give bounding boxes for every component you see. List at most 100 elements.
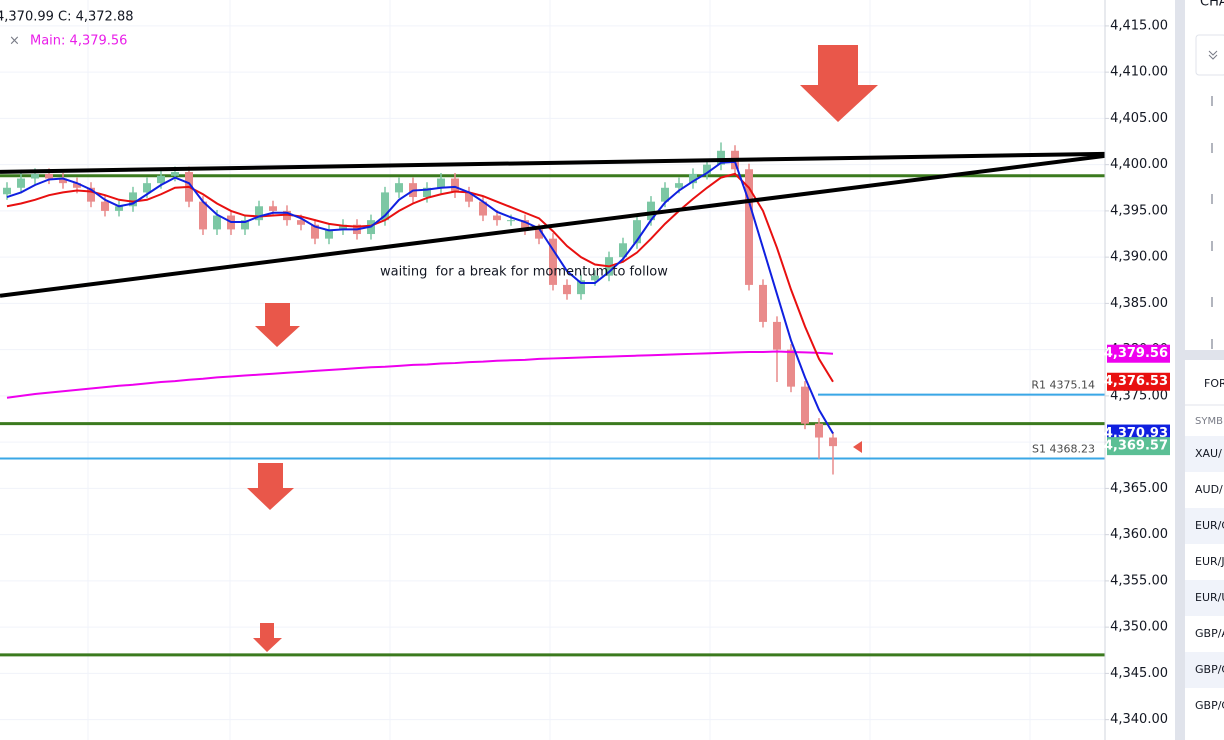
candle-body [745,169,753,285]
price-tag-label: 4,376.53 [1104,374,1168,389]
candle-body [577,280,585,295]
symbol-row[interactable] [1185,580,1224,616]
candle-body [199,201,207,230]
candle-body [3,187,11,195]
dropdown[interactable] [1195,34,1224,76]
y-tick-label: 4,340.00 [1110,712,1168,727]
candle-body [815,423,823,438]
drag-handle[interactable] [1211,297,1213,307]
y-tick-label: 4,365.00 [1110,481,1168,496]
candle-body [661,187,669,202]
moving-average [6,172,834,383]
candle-body [479,201,487,216]
symbol-name: GBP/C [1195,663,1224,676]
symbol-name: GBP/A [1195,627,1224,640]
down-arrow [800,45,878,122]
candle-body [17,178,25,188]
candle-body [647,201,655,221]
symbol-row[interactable] [1185,544,1224,580]
y-tick-label: 4,345.00 [1110,666,1168,681]
price-tag-label: 4,379.56 [1104,346,1168,361]
candle-body [171,172,179,176]
y-tick-label: 4,390.00 [1110,250,1168,265]
candle-body [535,229,543,239]
moving-average [6,160,834,435]
candle-body [213,215,221,230]
indicator-legend: Main: 4,379.56 [30,34,127,49]
drag-handle[interactable] [1211,241,1213,251]
sidebar: CHA FOR SYMB XAU/AUD/EUR/C EUR/J EUR/U GBP/… [1185,0,1224,724]
chevron [1208,50,1218,60]
down-arrow [253,623,282,652]
close-icon[interactable]: × [9,34,20,49]
candle-body [73,183,81,188]
candle-body [381,192,389,221]
y-tick-label: 4,410.00 [1110,65,1168,80]
candle-body [689,173,697,184]
candle-body [675,183,683,188]
ohlc-legend: 4,370.99 C: 4,372.88 [0,10,134,25]
symbol-name: XAU/ [1195,447,1222,460]
symbol-row[interactable] [1185,436,1224,472]
candle-body [465,192,473,202]
panel-gap [1175,0,1185,740]
symbol-row[interactable] [1185,472,1224,508]
candle-body [507,220,515,222]
candle-body [115,206,123,211]
arrows [247,45,878,652]
y-tick-label: 4,355.00 [1110,573,1168,588]
candle-body [59,178,67,184]
panel-gap [1185,350,1224,360]
candle-body [759,284,767,322]
candle-body [451,178,459,193]
candle-body [773,321,781,350]
y-tick-label: 4,395.00 [1110,203,1168,218]
candle-body [829,437,837,447]
candle-body [297,220,305,225]
pivot-label: R1 4375.14 [1031,379,1095,392]
candle-body [339,224,347,230]
candle-body [563,284,571,295]
price-tag [1107,344,1170,363]
symbol-name: EUR/C [1195,519,1224,532]
tab-label[interactable]: FOR [1204,377,1224,390]
candle-body [101,201,109,211]
symbol-list: XAU/AUD/EUR/C EUR/J EUR/U GBP/A GBP/C GBP/C [1185,436,1224,724]
y-tick-label: 4,375.00 [1110,388,1168,403]
candle-body [423,187,431,198]
candle-body [255,206,263,221]
plot: R1 4375.14 S1 4368.23 [0,142,1105,657]
trendline [0,153,1105,298]
candle-body [87,187,95,202]
candle-body [591,275,599,281]
symbol-row[interactable] [1185,616,1224,652]
candle-body [549,238,557,285]
candle-body [493,215,501,221]
price-tag [1107,372,1170,391]
candle-body [703,164,711,174]
pivot-label: S1 4368.23 [1032,443,1095,456]
moving-average [6,350,834,399]
drag-handle[interactable] [1211,96,1213,106]
drag-handle[interactable] [1211,194,1213,204]
candle-body [269,206,277,211]
panel-title: CHA [1200,0,1224,10]
symbol-row[interactable] [1185,688,1224,724]
candle-body [157,175,165,184]
symbol-name: GBP/C [1195,699,1224,712]
last-price-marker [853,441,862,453]
y-tick-label: 4,405.00 [1110,111,1168,126]
candle-body [325,229,333,239]
candle-body [633,220,641,244]
drag-handle[interactable] [1211,143,1213,153]
symbol-row[interactable] [1185,652,1224,688]
candle-body [241,220,249,230]
down-arrow [255,303,300,347]
candle-body [395,183,403,193]
y-tick-label: 4,385.00 [1110,296,1168,311]
drag-handle[interactable] [1211,339,1213,349]
symbol-row[interactable] [1185,508,1224,544]
candle-body [437,178,445,188]
column-header: SYMB [1195,416,1223,427]
